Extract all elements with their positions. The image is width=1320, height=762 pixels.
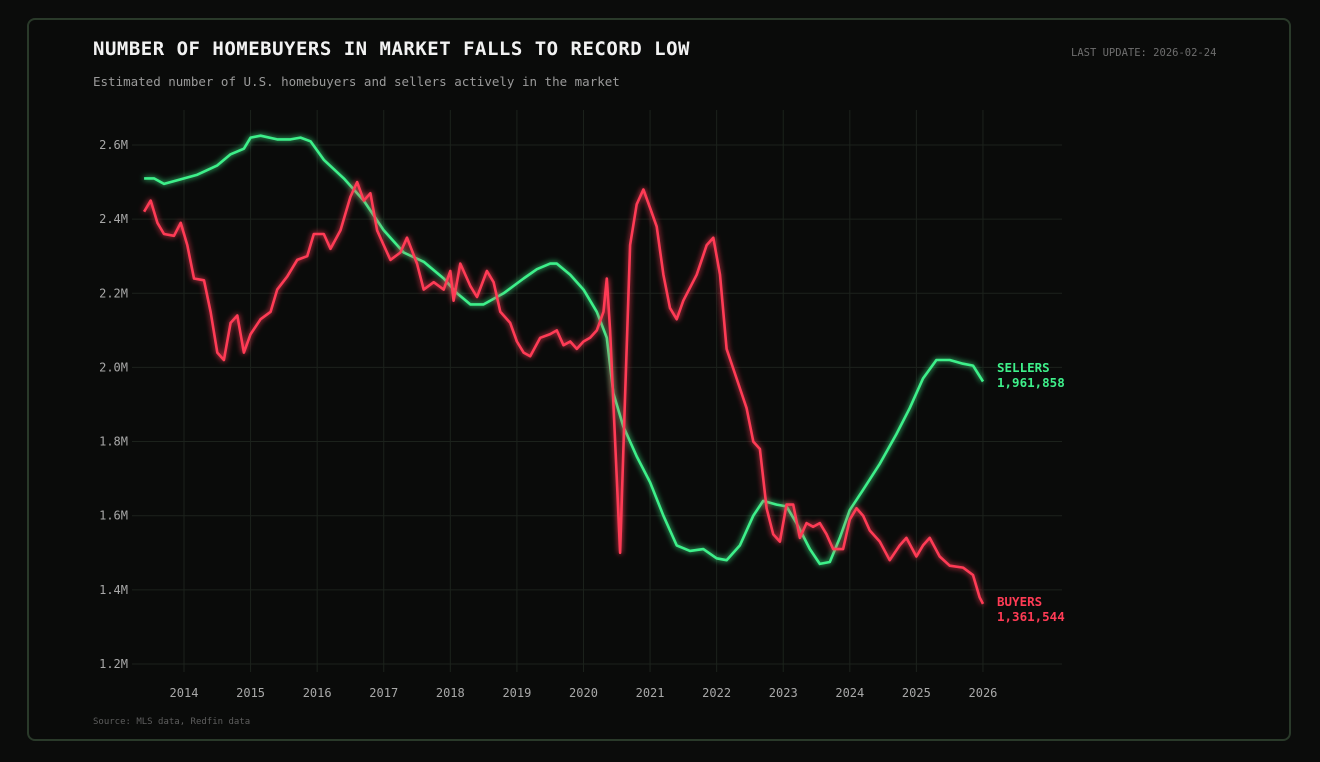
y-axis: 1.2M 1.4M 1.6M 1.8M 2.0M 2.2M 2.4M 2.6M: [99, 138, 128, 671]
y-tick-label: 2.4M: [99, 212, 128, 226]
y-tick-label: 1.6M: [99, 509, 128, 523]
y-tick-label: 1.4M: [99, 583, 128, 597]
x-tick-label: 2017: [369, 686, 398, 700]
buyers-value: 1,361,544: [997, 609, 1065, 624]
x-tick-label: 2021: [636, 686, 665, 700]
y-tick-label: 2.0M: [99, 360, 128, 374]
x-tick-label: 2025: [902, 686, 931, 700]
chart-title: NUMBER OF HOMEBUYERS IN MARKET FALLS TO …: [93, 38, 690, 60]
x-tick-label: 2018: [436, 686, 465, 700]
x-tick-label: 2022: [702, 686, 731, 700]
x-tick-label: 2023: [769, 686, 798, 700]
y-tick-label: 2.6M: [99, 138, 128, 152]
x-tick-label: 2014: [170, 686, 199, 700]
chart-subtitle: Estimated number of U.S. homebuyers and …: [93, 74, 620, 89]
x-tick-label: 2020: [569, 686, 598, 700]
gridlines: [132, 110, 1062, 672]
x-tick-label: 2026: [969, 686, 998, 700]
sellers-label: SELLERS: [997, 360, 1050, 375]
last-update: LAST UPDATE: 2026-02-24: [1071, 47, 1217, 59]
buyers-label: BUYERS: [997, 594, 1042, 609]
x-tick-label: 2019: [502, 686, 531, 700]
chart-card: [27, 18, 1291, 741]
x-tick-label: 2015: [236, 686, 265, 700]
x-tick-label: 2016: [303, 686, 332, 700]
y-tick-label: 2.2M: [99, 286, 128, 300]
y-tick-label: 1.2M: [99, 657, 128, 671]
buyers-line: [142, 180, 985, 605]
source-note: Source: MLS data, Redfin data: [93, 717, 251, 727]
y-tick-label: 1.8M: [99, 435, 128, 449]
sellers-value: 1,961,858: [997, 375, 1065, 390]
x-axis: 2014 2015 2016 2017 2018 2019 2020 2021 2022 2023…: [170, 686, 998, 700]
x-tick-label: 2024: [835, 686, 864, 700]
sellers-line: [144, 134, 985, 566]
